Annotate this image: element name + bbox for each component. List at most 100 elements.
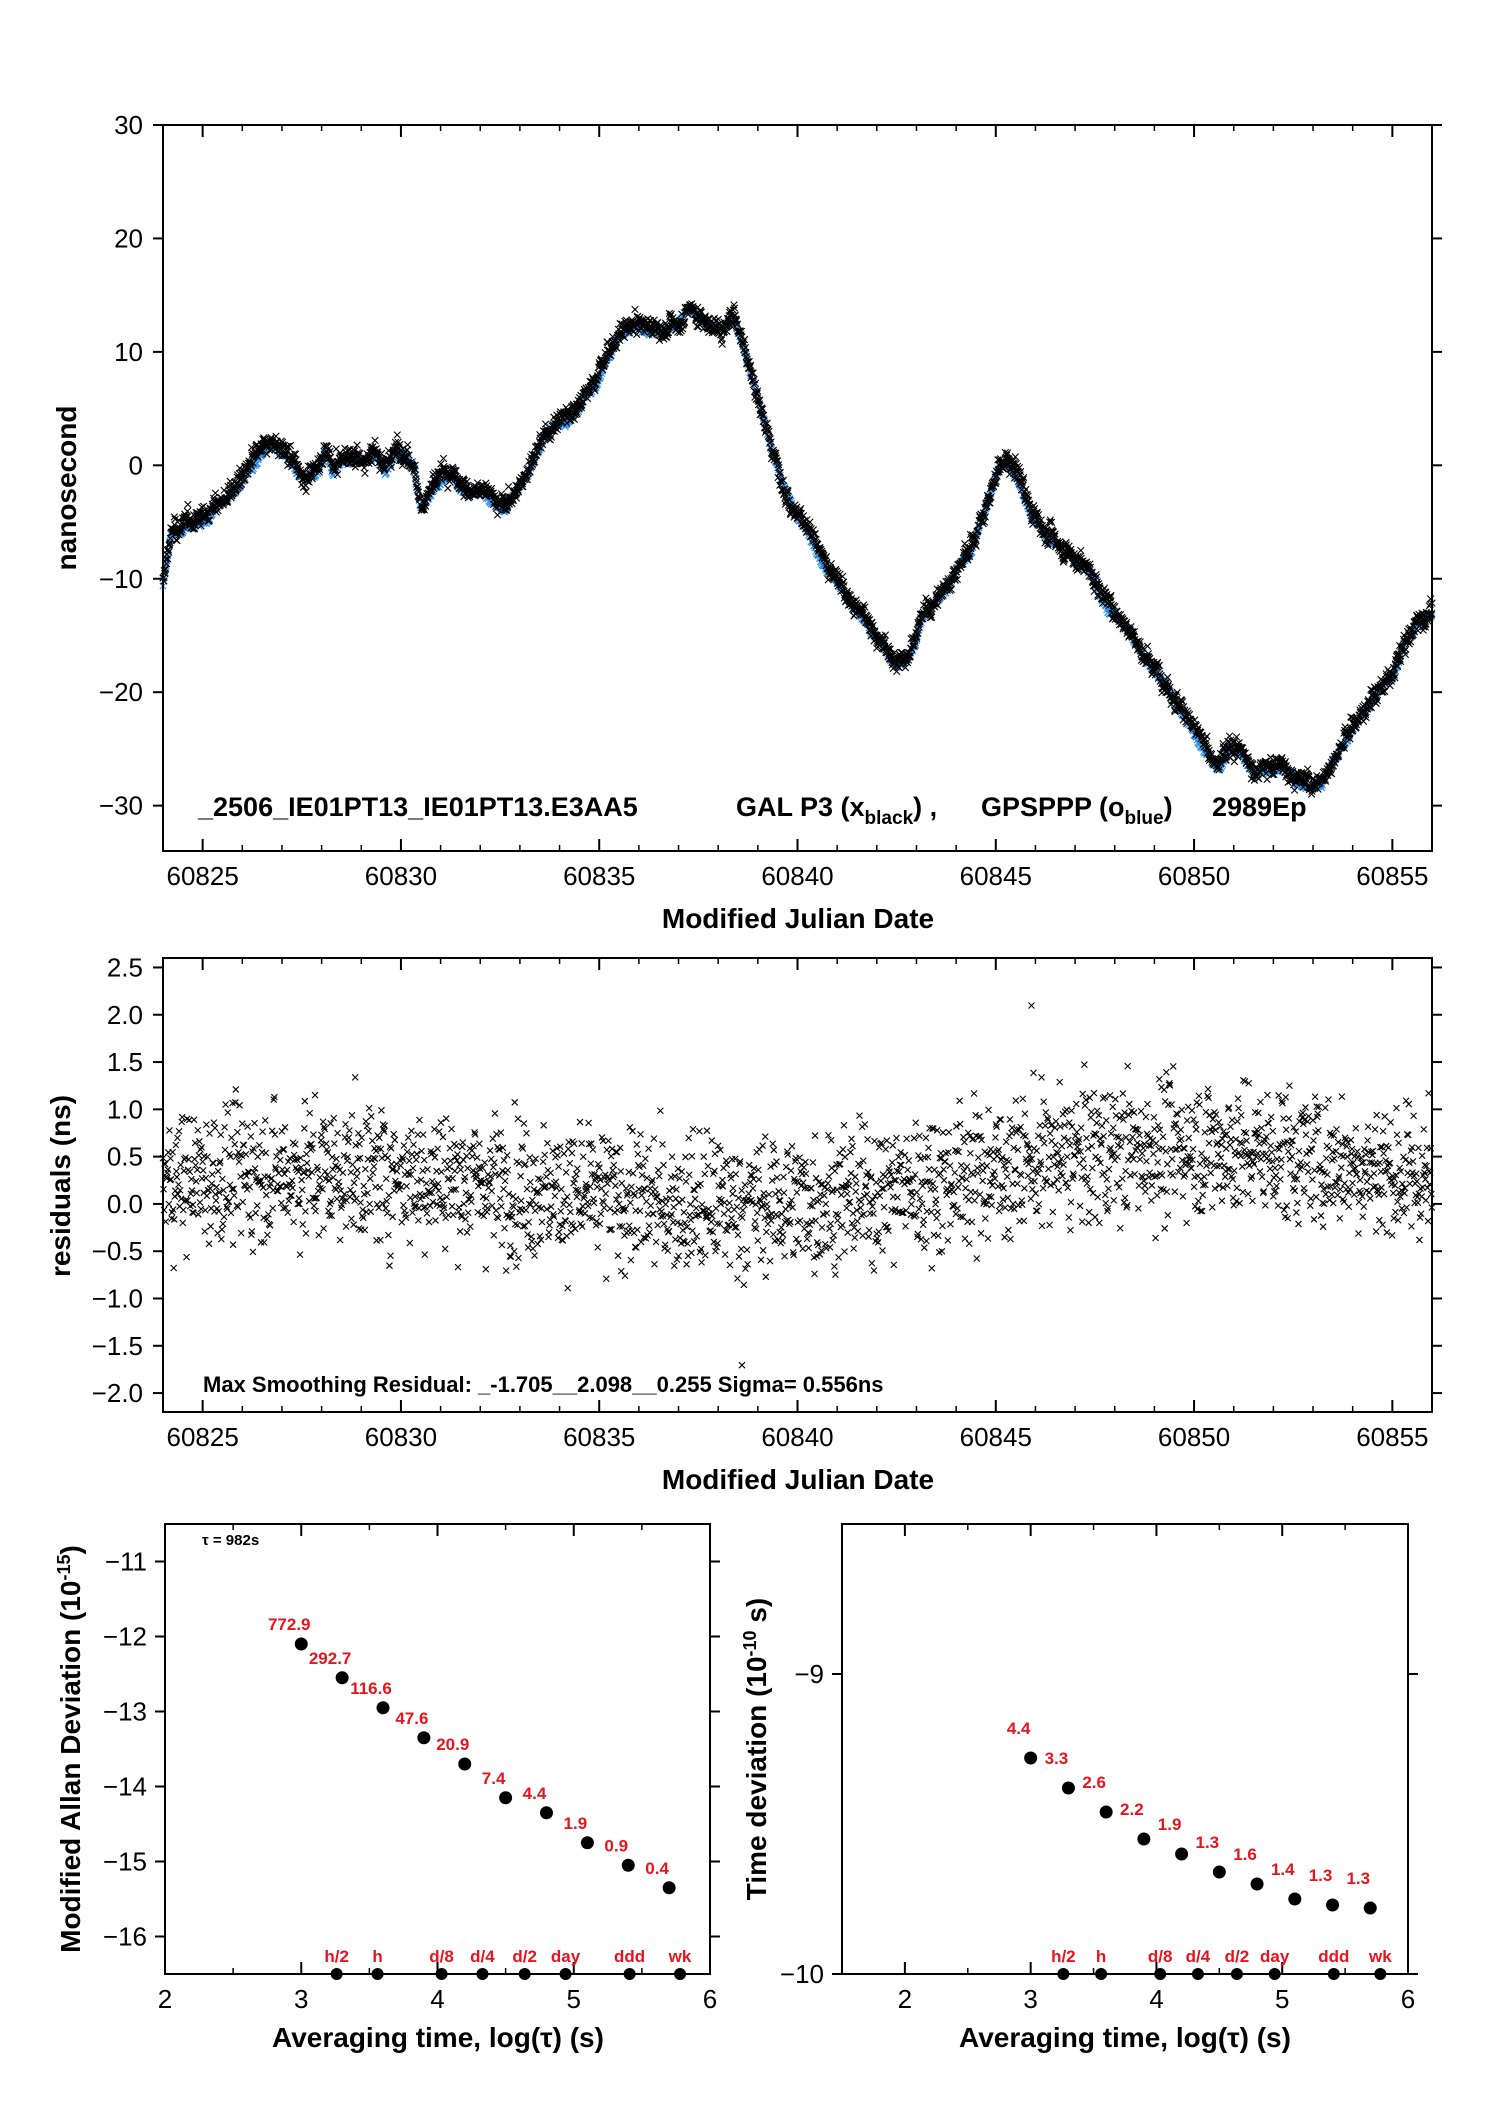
offset-black-point [393,431,401,439]
residual-point [260,1238,268,1246]
annotation-sub-black: black [865,808,914,829]
residual-point [244,1123,251,1130]
residual-point [265,1210,272,1218]
offset-annotation: _2506_IE01PT13_IE01PT13.E3AA5 GAL P3 (xb… [197,792,1307,829]
residual-point [296,1251,304,1258]
residual-point [262,1191,270,1199]
annotation-series-blue: GPSPPP (o [981,792,1125,822]
residual-point [253,1202,261,1209]
offset-xtick-label: 60850 [1158,861,1230,891]
residual-point [206,1185,214,1192]
residual-point [289,1184,296,1192]
residual-point [217,1235,225,1243]
residual-point [186,1168,194,1176]
residual-point [298,1176,306,1184]
offset-black-point [1011,453,1020,461]
residual-point [207,1222,215,1230]
residual-point [319,1118,327,1126]
residual-point [178,1113,186,1121]
residual-point [334,1129,341,1137]
offset-black-point [361,469,369,478]
offset-ytick-label: 10 [114,337,143,367]
residual-point [302,1207,309,1215]
residual-point [203,1192,211,1200]
residual-point [339,1169,347,1177]
residual-point [252,1209,260,1217]
residual-point [350,1179,358,1187]
residual-point [199,1167,207,1174]
residual-point [208,1180,216,1188]
residual-point [333,1195,341,1203]
residual-point [167,1155,174,1162]
residual-point [234,1128,241,1136]
residual-point [269,1204,277,1212]
residual-point [222,1101,230,1108]
residual-point [165,1200,173,1208]
offset-black-point [504,483,513,491]
residual-point [183,1253,190,1261]
residual-point [175,1127,183,1135]
offset-xtick-label: 60825 [167,861,239,891]
annotation-sub-blue: blue [1125,808,1164,829]
residual-panel: 60825 60830 60835 60840 60845 60850 608552.52.… [45,952,1442,1495]
offset-blue-series [159,303,1436,793]
residual-point [306,1109,314,1117]
residual-point [301,1097,309,1105]
residual-point [329,1174,337,1181]
residual-point [194,1211,202,1218]
residual-point [160,1206,168,1214]
annotation-id: _2506_IE01PT13_IE01PT13.E3AA5 [197,792,638,822]
offset-black-point [184,500,192,509]
residual-point [190,1116,198,1124]
offset-black-point [444,484,452,492]
offset-panel: 60825 60830 60835 60840 60845 60850 6085530201… [51,110,1442,934]
residual-point [206,1130,213,1137]
offset-black-series [159,300,1436,798]
offset-black-point [1203,732,1211,740]
residual-point [346,1186,354,1194]
offset-ytick-label: −20 [99,677,143,707]
residual-point [310,1202,318,1210]
residual-point [348,1111,356,1119]
residual-point [240,1141,248,1149]
residual-point [259,1128,266,1135]
residual-point [183,1115,191,1123]
residual-point [247,1133,255,1140]
residual-point [312,1207,319,1215]
residual-point [239,1198,247,1206]
residual-point [221,1123,228,1131]
residual-point [264,1231,271,1239]
residual-point [229,1241,237,1249]
residual-point [177,1161,185,1169]
offset-axes: 60825 60830 60835 60840 60845 60850 6085530201… [99,110,1442,891]
residual-point [246,1183,254,1191]
residual-point [302,1230,310,1237]
offset-black-point [173,536,181,545]
residual-series [159,1002,1436,1369]
residual-point [198,1143,205,1151]
residual-point [196,1199,204,1206]
residual-point [288,1177,296,1185]
offset-black-point [1077,546,1085,555]
residual-point [305,1173,313,1180]
residual-point [180,1167,188,1175]
annotation-epochs: 2989Ep [1212,792,1307,822]
residual-point [350,1221,357,1229]
residual-point [202,1174,210,1182]
offset-black-point [353,441,361,449]
offset-ylabel: nanosecond [51,406,82,571]
residual-point [173,1173,181,1181]
residual-point [214,1167,222,1175]
offset-black-point [631,305,639,314]
residual-point [179,1219,187,1227]
residual-point [166,1126,173,1134]
residual-point [227,1209,235,1217]
residual-point [255,1141,263,1149]
residual-point [310,1131,317,1138]
residual-point [193,1166,201,1174]
residual-point [232,1086,240,1093]
residual-point [172,1141,180,1149]
residual-point [215,1207,223,1215]
residual-point [179,1206,187,1214]
